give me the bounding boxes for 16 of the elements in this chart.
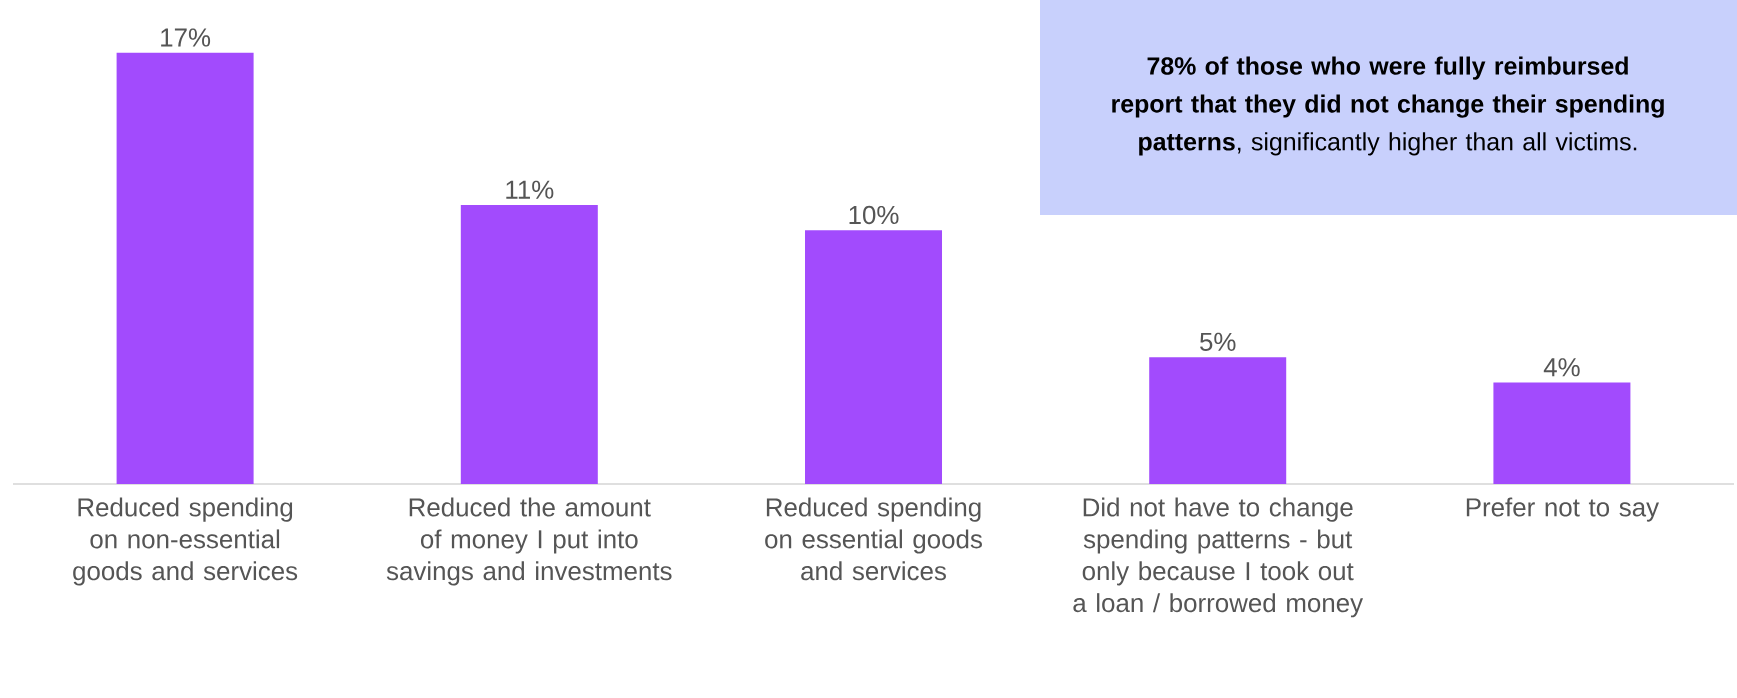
data-label: 17% xyxy=(161,28,211,47)
x-tick-label: Reduced spending on essential goods and services xyxy=(765,497,982,581)
bar xyxy=(1493,382,1631,484)
bar xyxy=(116,52,254,484)
data-label: 10% xyxy=(849,205,899,225)
x-tick-label: Prefer not to say xyxy=(1466,497,1660,522)
data-label: 11% xyxy=(506,180,554,199)
data-label: 5% xyxy=(1200,332,1236,351)
x-tick-label: Reduced the amount of money I put into savings and investments xyxy=(386,497,672,586)
x-tick-label: Did not have to change spending patterns - but only because I took out a loan / borrowed money xyxy=(1073,497,1364,618)
x-tick-label: Reduced spending on non-essential goods and services xyxy=(73,497,298,586)
data-label: 4% xyxy=(1543,358,1580,377)
bar xyxy=(805,230,943,484)
annotation: 78% of those who were fully reimbursed report that they did not change their spending patterns, significantly higher than all victims. xyxy=(1112,56,1664,156)
bar xyxy=(1149,357,1287,484)
bar xyxy=(460,204,598,484)
